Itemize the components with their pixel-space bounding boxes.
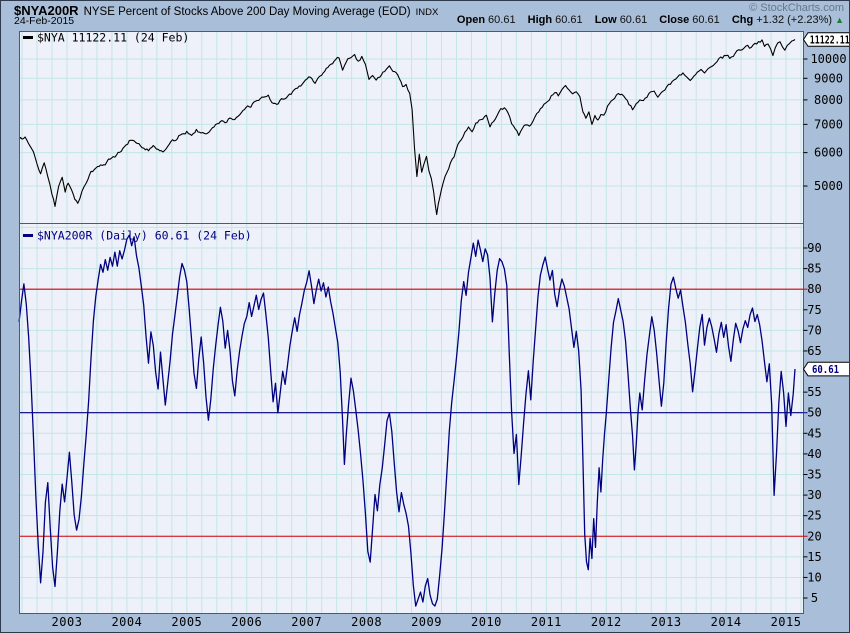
exchange-label: INDX bbox=[415, 7, 439, 18]
ytick-label-indicator: 15 bbox=[807, 550, 821, 564]
open-value: 60.61 bbox=[488, 14, 516, 26]
quote-row: Open 60.61 High 60.61 Low 60.61 Close 60.61 … bbox=[457, 14, 844, 26]
ytick-label-indicator: 5 bbox=[811, 591, 818, 605]
header-row: $NYA200R NYSE Percent of Stocks Above 200… bbox=[14, 2, 438, 20]
price-callout-text: 11122.11 bbox=[810, 34, 850, 47]
price-callout-box bbox=[802, 32, 849, 47]
xtick-label-year: 2014 bbox=[711, 615, 742, 629]
ytick-label-indicator: 65 bbox=[807, 344, 821, 358]
price-legend: $NYA 11122.11 (24 Feb) bbox=[37, 31, 189, 45]
high-value: 60.61 bbox=[555, 14, 583, 26]
xtick-label-year: 2005 bbox=[171, 615, 202, 629]
copyright-text: © StockCharts.com bbox=[749, 2, 844, 14]
ytick-label-indicator: 80 bbox=[807, 282, 821, 296]
xtick-label-year: 2012 bbox=[591, 615, 622, 629]
open-label: Open bbox=[456, 14, 486, 26]
change-up-icon: ▲ bbox=[835, 15, 844, 25]
overlay-lines-group bbox=[19, 288, 804, 537]
xtick-label-year: 2003 bbox=[52, 615, 83, 629]
grid-group bbox=[20, 31, 803, 614]
price-callouts-group: 11122.11 60.61 bbox=[802, 32, 850, 377]
close-label: Close bbox=[659, 14, 690, 26]
xtick-label-year: 2011 bbox=[531, 615, 562, 629]
chart-date: 24-Feb-2015 bbox=[14, 15, 75, 27]
ytick-label-indicator: 45 bbox=[807, 426, 821, 440]
ytick-label-price: 8000 bbox=[814, 93, 843, 107]
ytick-label-price: 7000 bbox=[814, 117, 843, 131]
change-value: +1.32 (+2.23%) bbox=[756, 14, 833, 26]
ytick-label-price: 6000 bbox=[814, 146, 843, 160]
change-label: Chg bbox=[731, 14, 754, 26]
xtick-label-year: 2008 bbox=[351, 615, 382, 629]
ytick-label-indicator: 85 bbox=[807, 262, 821, 276]
close-value: 60.61 bbox=[692, 14, 720, 26]
ytick-label-price: 10000 bbox=[810, 52, 846, 66]
ytick-label-indicator: 35 bbox=[807, 467, 821, 481]
plot-frame bbox=[19, 31, 804, 614]
indicator-callout-box bbox=[802, 361, 849, 377]
indicator-series-line bbox=[18, 234, 796, 607]
ytick-label-indicator: 90 bbox=[807, 241, 821, 255]
ytick-label-indicator: 70 bbox=[807, 323, 821, 337]
high-label: High bbox=[527, 14, 553, 26]
low-value: 60.61 bbox=[619, 14, 648, 26]
ytick-label-indicator: 10 bbox=[807, 570, 821, 584]
xtick-label-year: 2007 bbox=[291, 615, 322, 629]
ytick-label-indicator: 55 bbox=[807, 385, 821, 399]
xtick-label-year: 2006 bbox=[231, 615, 262, 629]
ytick-label-indicator: 25 bbox=[807, 509, 821, 523]
axis-labels-group: 5000 6000 7000 8000 9000 10000 5 10 15 20 25 30 35 40… bbox=[52, 52, 847, 629]
indicator-callout-text: 60.61 bbox=[812, 363, 839, 376]
series-group bbox=[18, 39, 796, 607]
chart-title: NYSE Percent of Stocks Above 200 Day Mov… bbox=[83, 6, 411, 18]
xtick-label-year: 2015 bbox=[771, 615, 802, 629]
xtick-label-year: 2010 bbox=[471, 615, 502, 629]
plot-border bbox=[19, 31, 804, 614]
ytick-label-price: 9000 bbox=[814, 71, 843, 85]
ytick-label-price: 5000 bbox=[814, 179, 843, 193]
ytick-label-indicator: 50 bbox=[807, 406, 821, 420]
xtick-label-year: 2004 bbox=[111, 615, 142, 629]
indicator-legend: $NYA200R (Daily) 60.61 (24 Feb) bbox=[37, 229, 252, 243]
ytick-label-indicator: 40 bbox=[807, 447, 821, 461]
xtick-label-year: 2013 bbox=[651, 615, 682, 629]
ytick-label-indicator: 30 bbox=[807, 488, 821, 502]
symbol-title: $NYA200R bbox=[14, 3, 79, 18]
low-label: Low bbox=[594, 14, 617, 26]
ytick-label-indicator: 20 bbox=[807, 529, 821, 543]
xtick-label-year: 2009 bbox=[411, 615, 442, 629]
price-series-line bbox=[18, 39, 796, 216]
ytick-label-indicator: 75 bbox=[807, 303, 821, 317]
